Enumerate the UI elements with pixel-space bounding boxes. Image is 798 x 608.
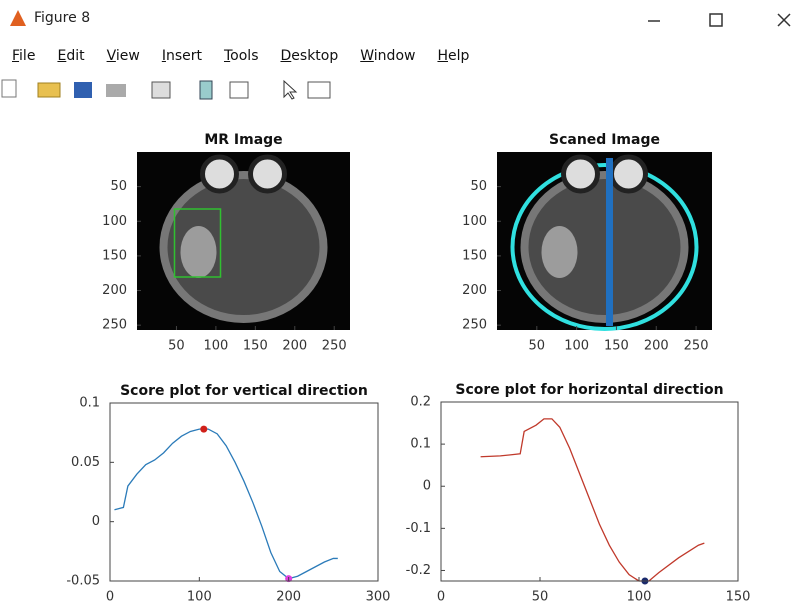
x-tick-label: 100 <box>203 339 228 354</box>
tool-colorbar[interactable] <box>200 81 212 99</box>
y-tick-label: 0.1 <box>79 396 100 411</box>
x-tick-label: 150 <box>726 590 751 605</box>
x-tick-label: 50 <box>532 590 549 605</box>
x-tick-label: 50 <box>529 339 546 354</box>
tool-new[interactable] <box>2 80 16 97</box>
y-tick-label: 150 <box>102 248 127 263</box>
tumor <box>181 226 217 278</box>
y-tick-label: 0 <box>92 514 100 529</box>
y-tick-label: -0.2 <box>406 563 431 578</box>
chart-title: Scaned Image <box>549 132 660 148</box>
axes-box <box>110 403 378 581</box>
y-tick-label: 0.1 <box>410 437 431 452</box>
y-tick-label: 200 <box>462 283 487 298</box>
y-tick-label: 0.05 <box>71 455 100 470</box>
x-tick-label: 50 <box>168 339 185 354</box>
x-tick-label: 100 <box>564 339 589 354</box>
y-tick-label: 50 <box>470 179 487 194</box>
x-tick-label: 200 <box>276 590 301 605</box>
y-tick-label: 150 <box>462 248 487 263</box>
x-tick-label: 200 <box>282 339 307 354</box>
y-tick-label: 250 <box>462 318 487 333</box>
tool-open[interactable] <box>38 83 60 97</box>
y-tick-label: -0.1 <box>406 521 431 536</box>
x-tick-label: 0 <box>106 590 114 605</box>
x-tick-label: 250 <box>684 339 709 354</box>
y-tick-label: 50 <box>110 179 127 194</box>
eye <box>251 157 285 191</box>
toolbar <box>2 80 330 99</box>
page: Figure 8 FileEditViewInsertToolsDesktopW… <box>0 0 798 608</box>
y-tick-label: -0.05 <box>66 574 100 589</box>
axes-box <box>441 402 738 581</box>
y-tick-label: 200 <box>102 283 127 298</box>
chart-title: Score plot for horizontal direction <box>455 382 723 398</box>
y-tick-label: 0 <box>423 479 431 494</box>
chart-title: MR Image <box>204 132 282 148</box>
x-tick-label: 150 <box>604 339 629 354</box>
eye <box>564 157 598 191</box>
figure: MR Image 50 100 150 200 250 50 100 150 200 250 Scan… <box>0 0 798 608</box>
x-tick-label: 100 <box>187 590 212 605</box>
marker <box>200 426 207 433</box>
x-tick-label: 250 <box>322 339 347 354</box>
eye <box>612 157 646 191</box>
y-tick-label: 250 <box>102 318 127 333</box>
x-tick-label: 0 <box>437 590 445 605</box>
x-tick-label: 200 <box>644 339 669 354</box>
eye <box>203 157 237 191</box>
x-tick-label: 100 <box>627 590 652 605</box>
tool-link[interactable] <box>152 82 170 98</box>
x-tick-label: 300 <box>366 590 391 605</box>
tool-pointer[interactable] <box>284 81 296 99</box>
line <box>114 429 337 579</box>
tool-print[interactable] <box>106 84 126 97</box>
y-tick-label: 100 <box>462 214 487 229</box>
tool-legend[interactable] <box>230 82 248 98</box>
tool-plot[interactable] <box>308 82 330 98</box>
line <box>481 419 705 581</box>
y-tick-label: 0.2 <box>410 395 431 410</box>
chart-title: Score plot for vertical direction <box>120 383 368 399</box>
x-tick-label: 150 <box>243 339 268 354</box>
tool-save[interactable] <box>74 82 92 98</box>
y-tick-label: 100 <box>102 214 127 229</box>
tumor <box>542 226 578 278</box>
